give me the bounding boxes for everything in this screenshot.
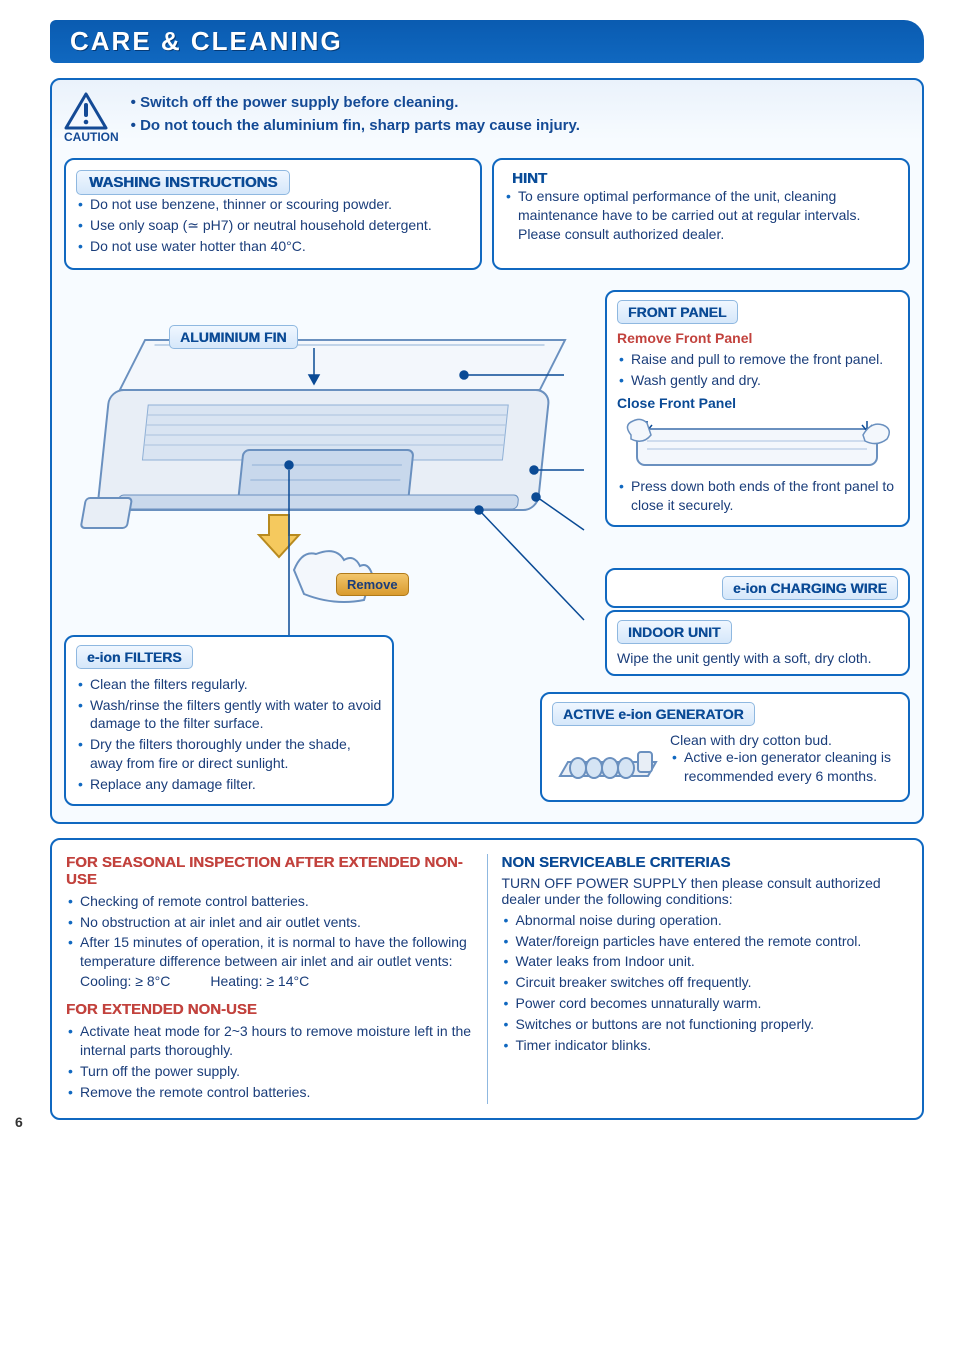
- caution-line: Do not touch the aluminium fin, sharp pa…: [131, 115, 580, 138]
- list-item: No obstruction at air inlet and air outl…: [66, 913, 473, 932]
- non-serviceable-list: Abnormal noise during operation. Water/f…: [502, 911, 909, 1055]
- list-item: Circuit breaker switches off frequently.: [502, 973, 909, 992]
- seasonal-list: Checking of remote control batteries. No…: [66, 892, 473, 972]
- ac-unit-illustration: [64, 320, 594, 640]
- list-item: Raise and pull to remove the front panel…: [617, 350, 898, 369]
- hint-box: HINT To ensure optimal performance of th…: [492, 158, 910, 270]
- list-item: Timer indicator blinks.: [502, 1036, 909, 1055]
- list-item: Clean the filters regularly.: [76, 675, 382, 694]
- close-panel-title: Close Front Panel: [617, 395, 898, 411]
- indoor-unit-label: INDOOR UNIT: [617, 620, 732, 644]
- list-item: Wash/rinse the filters gently with water…: [76, 696, 382, 734]
- list-item: To ensure optimal performance of the uni…: [504, 187, 898, 244]
- remove-panel-list: Raise and pull to remove the front panel…: [617, 350, 898, 390]
- extended-list: Activate heat mode for 2~3 hours to remo…: [66, 1022, 473, 1102]
- charging-wire-label: e-ion CHARGING WIRE: [722, 576, 898, 600]
- eion-filters-box: e-ion FILTERS Clean the filters regularl…: [64, 635, 394, 806]
- list-item: Active e-ion generator cleaning is recom…: [670, 748, 898, 786]
- bottom-frame: FOR SEASONAL INSPECTION AFTER EXTENDED N…: [50, 838, 924, 1120]
- list-item: Do not use water hotter than 40°C.: [76, 237, 470, 256]
- list-item: Switches or buttons are not functioning …: [502, 1015, 909, 1034]
- caution-section: CAUTION Switch off the power supply befo…: [64, 92, 910, 144]
- active-generator-label: ACTIVE e-ion GENERATOR: [552, 702, 755, 726]
- list-item: Replace any damage filter.: [76, 775, 382, 794]
- list-item: Checking of remote control batteries.: [66, 892, 473, 911]
- warning-triangle-icon: [64, 92, 108, 130]
- caution-text: Switch off the power supply before clean…: [131, 92, 580, 137]
- list-item: Activate heat mode for 2~3 hours to remo…: [66, 1022, 473, 1060]
- front-panel-box: FRONT PANEL Remove Front Panel Raise and…: [605, 290, 910, 528]
- washing-list: Do not use benzene, thinner or scouring …: [76, 195, 470, 256]
- caution-line: Switch off the power supply before clean…: [131, 92, 580, 115]
- close-panel-list: Press down both ends of the front panel …: [617, 477, 898, 515]
- washing-header: WASHING INSTRUCTIONS: [76, 170, 290, 195]
- generator-intro: Clean with dry cotton bud.: [670, 732, 898, 748]
- close-panel-illustration: [617, 415, 897, 477]
- hint-list: To ensure optimal performance of the uni…: [504, 187, 898, 244]
- indoor-unit-box: INDOOR UNIT Wipe the unit gently with a …: [605, 610, 910, 676]
- washing-box: WASHING INSTRUCTIONS Do not use benzene,…: [64, 158, 482, 270]
- bottom-left-col: FOR SEASONAL INSPECTION AFTER EXTENDED N…: [66, 854, 488, 1104]
- generator-icon: [552, 732, 662, 792]
- extended-header: FOR EXTENDED NON-USE: [66, 1001, 473, 1018]
- remove-panel-title: Remove Front Panel: [617, 330, 898, 346]
- remove-label: Remove: [336, 573, 409, 596]
- eion-filters-label: e-ion FILTERS: [76, 645, 193, 669]
- caution-label: CAUTION: [64, 130, 119, 144]
- indoor-unit-text: Wipe the unit gently with a soft, dry cl…: [617, 650, 898, 666]
- cooling-spec: Cooling: ≥ 8°C: [80, 973, 170, 989]
- temp-row: Cooling: ≥ 8°C Heating: ≥ 14°C: [66, 973, 473, 989]
- list-item: Water/foreign particles have entered the…: [502, 932, 909, 951]
- list-item: Turn off the power supply.: [66, 1062, 473, 1081]
- front-panel-header: FRONT PANEL: [617, 300, 738, 324]
- list-item: Water leaks from Indoor unit.: [502, 952, 909, 971]
- aluminium-fin-label: ALUMINIUM FIN: [169, 325, 298, 349]
- aluminium-fin-callout: ALUMINIUM FIN: [169, 325, 298, 349]
- page-number: 6: [15, 1114, 23, 1130]
- list-item: Wash gently and dry.: [617, 371, 898, 390]
- page-title: CARE & CLEANING: [50, 20, 924, 63]
- diagram-area: ALUMINIUM FIN Remove FRONT PANEL Remove …: [64, 290, 910, 810]
- manual-page: CARE & CLEANING CAUTION Switch off the p…: [0, 0, 954, 1140]
- non-serviceable-intro: TURN OFF POWER SUPPLY then please consul…: [502, 875, 909, 907]
- list-item: Abnormal noise during operation.: [502, 911, 909, 930]
- main-content-frame: CAUTION Switch off the power supply befo…: [50, 78, 924, 824]
- list-item: Press down both ends of the front panel …: [617, 477, 898, 515]
- charging-wire-box: e-ion CHARGING WIRE: [605, 568, 910, 608]
- non-serviceable-header: NON SERVICEABLE CRITERIAS: [502, 854, 909, 871]
- hint-header: HINT: [504, 170, 898, 187]
- caution-icon-wrap: CAUTION: [64, 92, 119, 144]
- list-item: Power cord becomes unnaturally warm.: [502, 994, 909, 1013]
- bottom-right-col: NON SERVICEABLE CRITERIAS TURN OFF POWER…: [502, 854, 909, 1104]
- list-item: Do not use benzene, thinner or scouring …: [76, 195, 470, 214]
- eion-filters-list: Clean the filters regularly. Wash/rinse …: [76, 675, 382, 794]
- heating-spec: Heating: ≥ 14°C: [210, 973, 309, 989]
- list-item: Use only soap (≃ pH7) or neutral househo…: [76, 216, 470, 235]
- seasonal-header: FOR SEASONAL INSPECTION AFTER EXTENDED N…: [66, 854, 473, 888]
- top-boxes-row: WASHING INSTRUCTIONS Do not use benzene,…: [64, 158, 910, 280]
- generator-list: Active e-ion generator cleaning is recom…: [670, 748, 898, 786]
- list-item: Dry the filters thoroughly under the sha…: [76, 735, 382, 773]
- list-item: After 15 minutes of operation, it is nor…: [66, 933, 473, 971]
- active-generator-box: ACTIVE e-ion GENERATOR Clean with dry co…: [540, 692, 910, 802]
- list-item: Remove the remote control batteries.: [66, 1083, 473, 1102]
